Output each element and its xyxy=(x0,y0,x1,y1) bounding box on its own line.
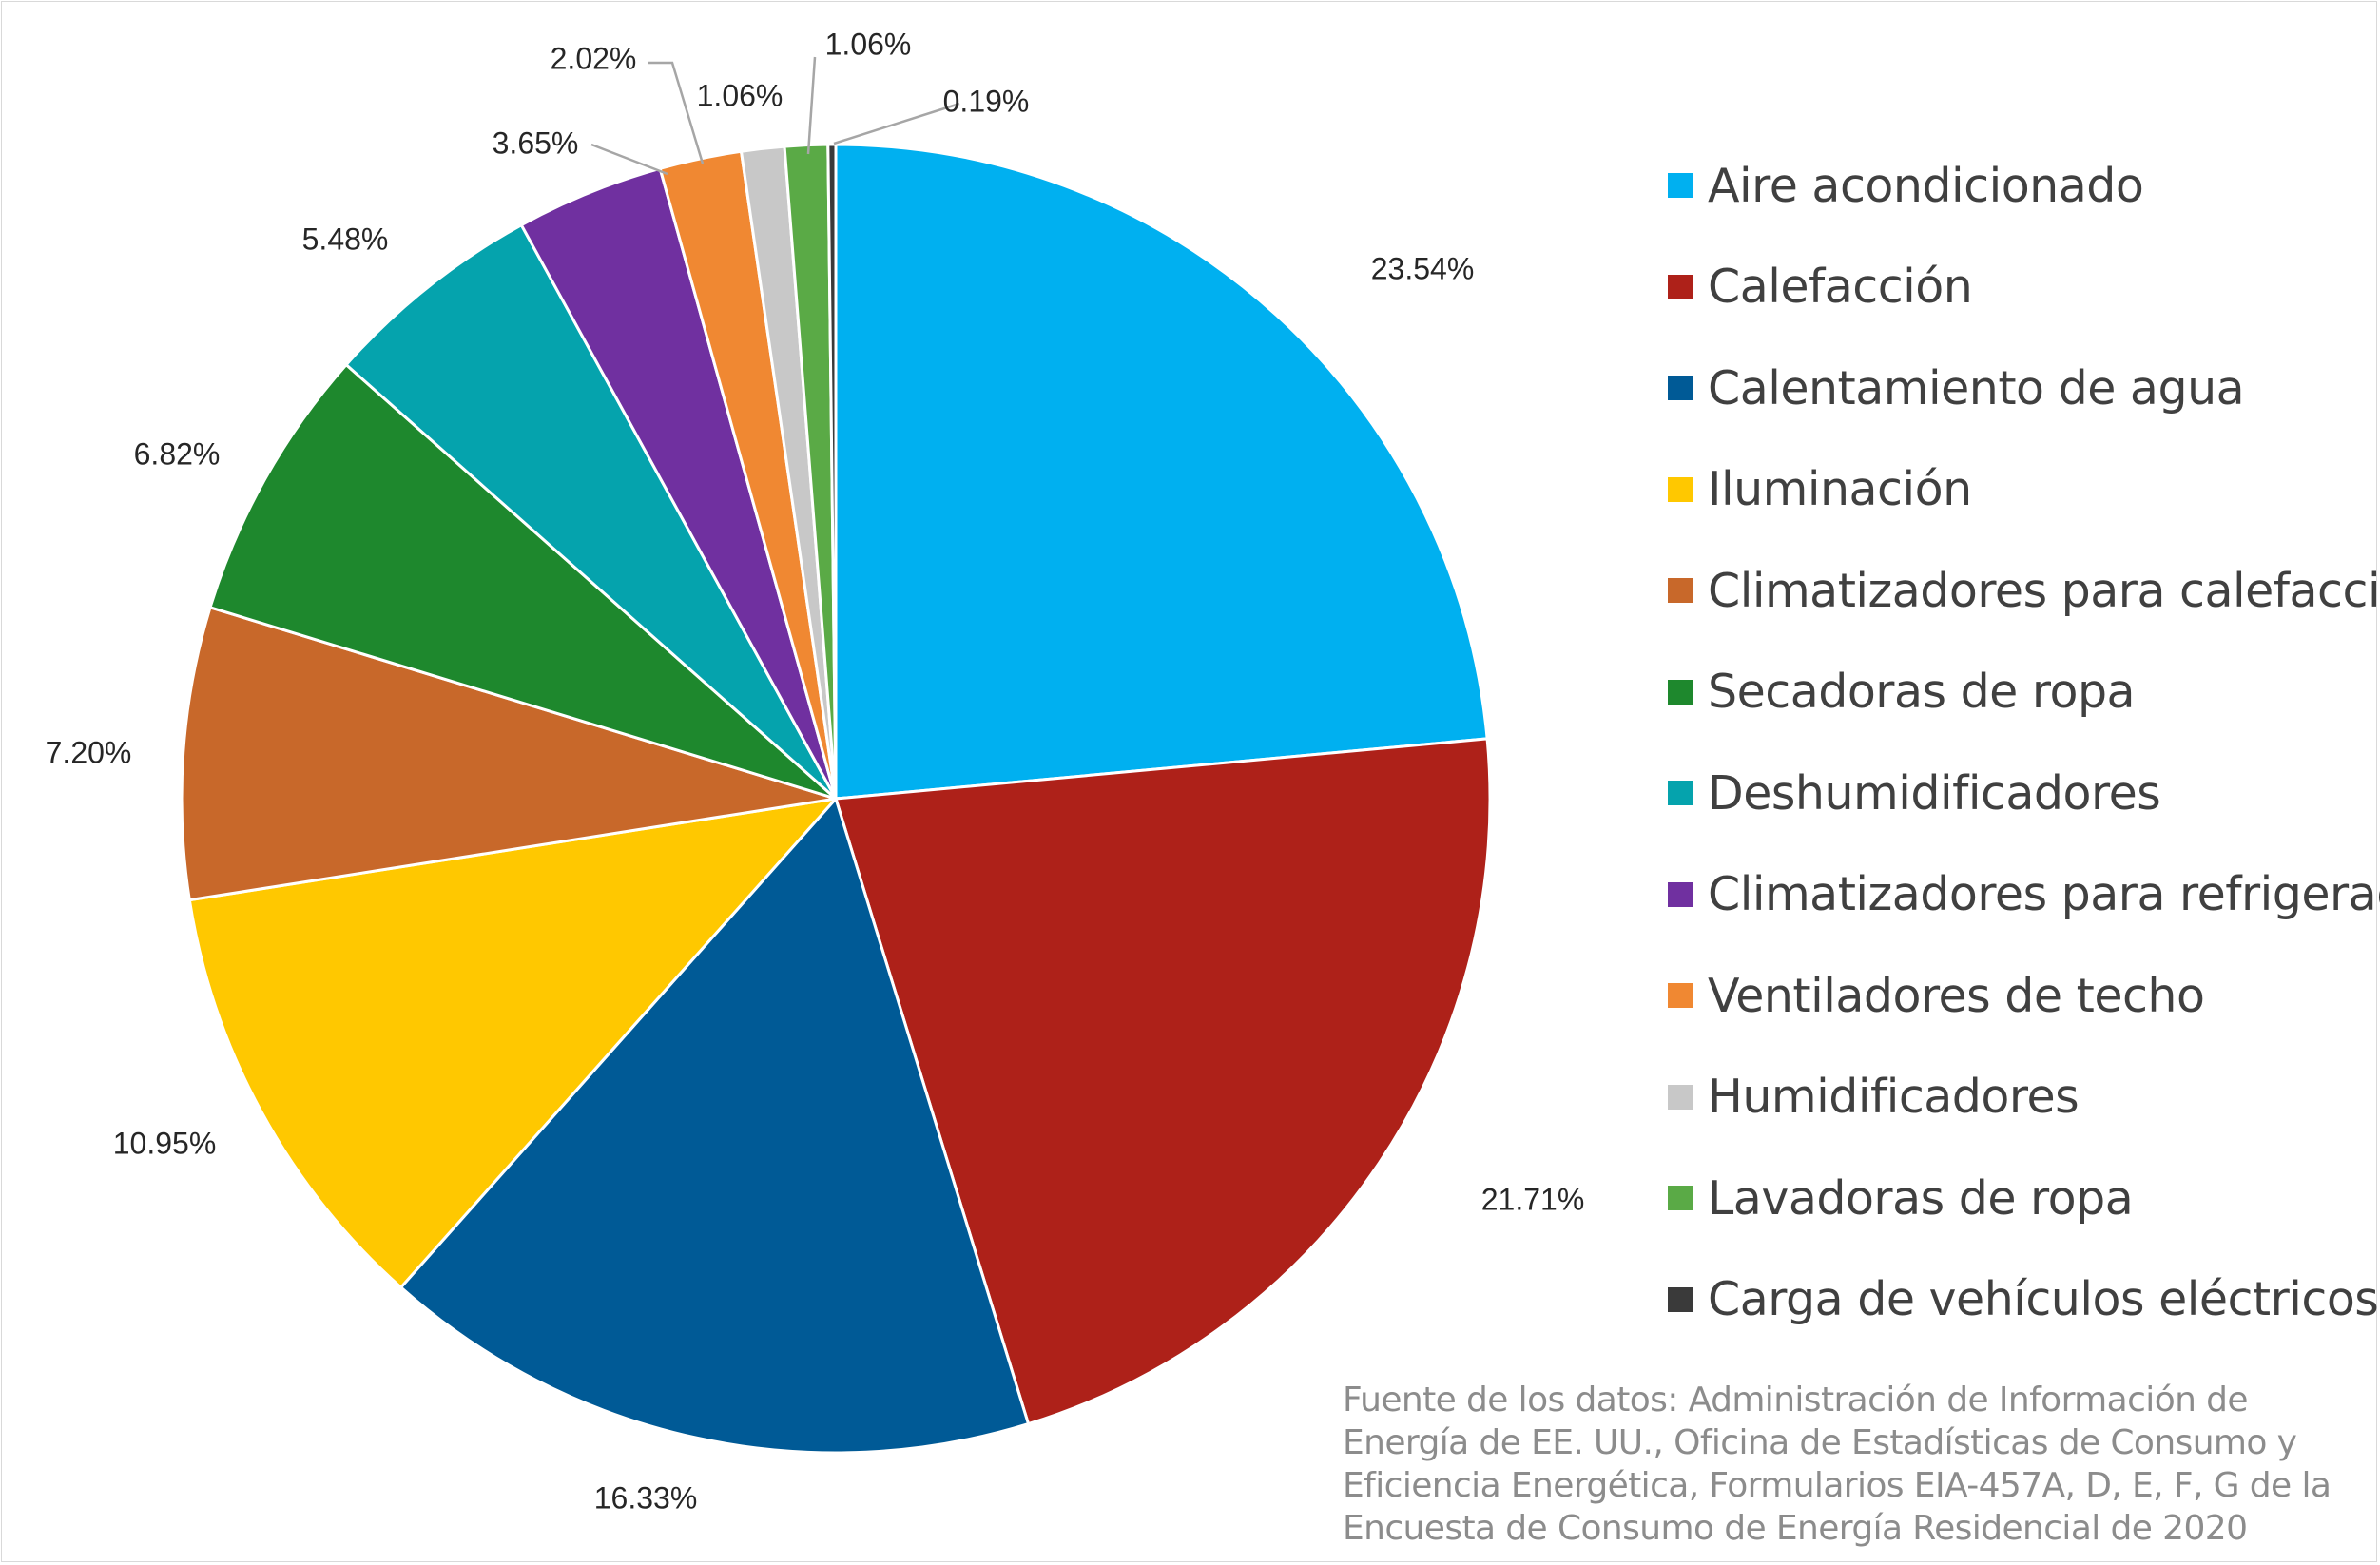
legend-swatch xyxy=(1668,781,1693,806)
data-label-aire-acondicionado: 23.54% xyxy=(1371,251,1475,285)
pie-slice-deshumidificadores xyxy=(343,222,838,801)
legend-item-lavadoras-de-ropa: Lavadoras de ropa xyxy=(1668,1148,2371,1249)
pie-slice-secadoras-de-ropa xyxy=(208,362,837,801)
data-label-ventiladores-de-techo: 2.02% xyxy=(551,41,637,75)
pie-slice-aire-acondicionado xyxy=(834,143,1489,801)
legend-swatch xyxy=(1668,274,1693,299)
legend-label: Climatizadores para calefacción xyxy=(1708,563,2380,618)
legend-label: Climatizadores para refrigeración xyxy=(1708,867,2380,922)
legend-item-aire-acondicionado: Aire acondicionado xyxy=(1668,135,2371,237)
pie-slice-carga-de-vehiculos-electricos xyxy=(826,143,838,800)
legend-item-carga-de-vehiculos-electricos: Carga de vehículos eléctricos xyxy=(1668,1249,2379,1351)
legend-item-secadoras-de-ropa: Secadoras de ropa xyxy=(1668,642,2371,744)
chart-legend: Aire acondicionado Calefacción Calentamien… xyxy=(1668,135,2380,1351)
data-label-secadoras-de-ropa: 6.82% xyxy=(134,436,221,471)
legend-label: Deshumidificadores xyxy=(1708,765,2161,821)
pie-slice-calefaccion xyxy=(834,737,1492,1426)
data-label-carga-de-vehiculos-electricos: 0.19% xyxy=(943,84,1030,118)
legend-swatch xyxy=(1668,1286,1693,1312)
data-label-calefaccion: 21.71% xyxy=(1481,1182,1585,1216)
legend-swatch xyxy=(1668,1084,1693,1110)
legend-swatch xyxy=(1668,476,1693,502)
legend-item-iluminacion: Iluminación xyxy=(1668,439,2371,541)
leader-line-carga-de-vehiculos-electricos xyxy=(833,102,960,145)
pie-slice-calentamiento-de-agua xyxy=(398,796,1031,1455)
data-label-iluminacion: 10.95% xyxy=(113,1126,217,1160)
source-note-line: Fuente de los datos: Administración de I… xyxy=(1343,1381,2249,1420)
legend-label: Calefacción xyxy=(1708,260,1973,315)
data-label-lavadoras-de-ropa: 1.06% xyxy=(825,27,912,61)
legend-item-calentamiento-de-agua: Calentamiento de agua xyxy=(1668,338,2371,439)
legend-label: Humidificadores xyxy=(1708,1070,2080,1125)
legend-item-calefaccion: Calefacción xyxy=(1668,237,2371,338)
legend-label: Aire acondicionado xyxy=(1708,158,2144,213)
legend-label: Secadoras de ropa xyxy=(1708,665,2136,720)
leader-line-ventiladores-de-techo xyxy=(648,61,705,164)
pie-slice-climatizadores-para-calefaccion xyxy=(180,605,837,902)
legend-label: Lavadoras de ropa xyxy=(1708,1170,2134,1226)
legend-swatch xyxy=(1668,376,1693,401)
legend-swatch xyxy=(1668,1186,1693,1211)
data-label-climatizadores-para-calefaccion: 7.20% xyxy=(46,735,132,769)
legend-item-climatizadores-para-refrigeracion: Climatizadores para refrigeración xyxy=(1668,844,2380,946)
legend-swatch xyxy=(1668,983,1693,1009)
legend-swatch xyxy=(1668,578,1693,604)
legend-item-climatizadores-para-calefaccion: Climatizadores para calefacción xyxy=(1668,540,2380,642)
legend-item-ventiladores-de-techo: Ventiladores de techo xyxy=(1668,945,2371,1047)
source-note-line: Encuesta de Consumo de Energía Residenci… xyxy=(1343,1509,2248,1548)
legend-label: Ventiladores de techo xyxy=(1708,968,2205,1023)
data-label-deshumidificadores: 5.48% xyxy=(302,222,389,256)
legend-swatch xyxy=(1668,173,1693,199)
pie-slice-iluminacion xyxy=(187,796,840,1290)
legend-item-humidificadores: Humidificadores xyxy=(1668,1047,2371,1149)
leader-line-lavadoras-de-ropa xyxy=(806,56,817,155)
legend-item-deshumidificadores: Deshumidificadores xyxy=(1668,743,2371,844)
data-label-climatizadores-para-refrigeracion: 3.65% xyxy=(493,126,579,160)
data-label-humidificadores: 1.06% xyxy=(697,78,784,112)
data-label-calentamiento-de-agua: 16.33% xyxy=(594,1480,698,1515)
pie-chart: 23.54% 21.71% 16.33% 10.95% 7.20% 6.82% 5.48% 3… xyxy=(46,27,1585,1515)
source-note-line: Energía de EE. UU., Oficina de Estadísti… xyxy=(1343,1423,2297,1462)
legend-label: Calentamiento de agua xyxy=(1708,360,2245,415)
legend-swatch xyxy=(1668,679,1693,705)
legend-label: Carga de vehículos eléctricos xyxy=(1708,1272,2379,1327)
leader-line-climatizadores-para-refrigeracion xyxy=(590,143,668,176)
source-note-line: Eficiencia Energética, Formularios EIA-4… xyxy=(1343,1466,2332,1505)
legend-label: Iluminación xyxy=(1708,462,1972,517)
source-note: Fuente de los datos: Administración de I… xyxy=(1343,1379,2370,1550)
legend-swatch xyxy=(1668,881,1693,907)
